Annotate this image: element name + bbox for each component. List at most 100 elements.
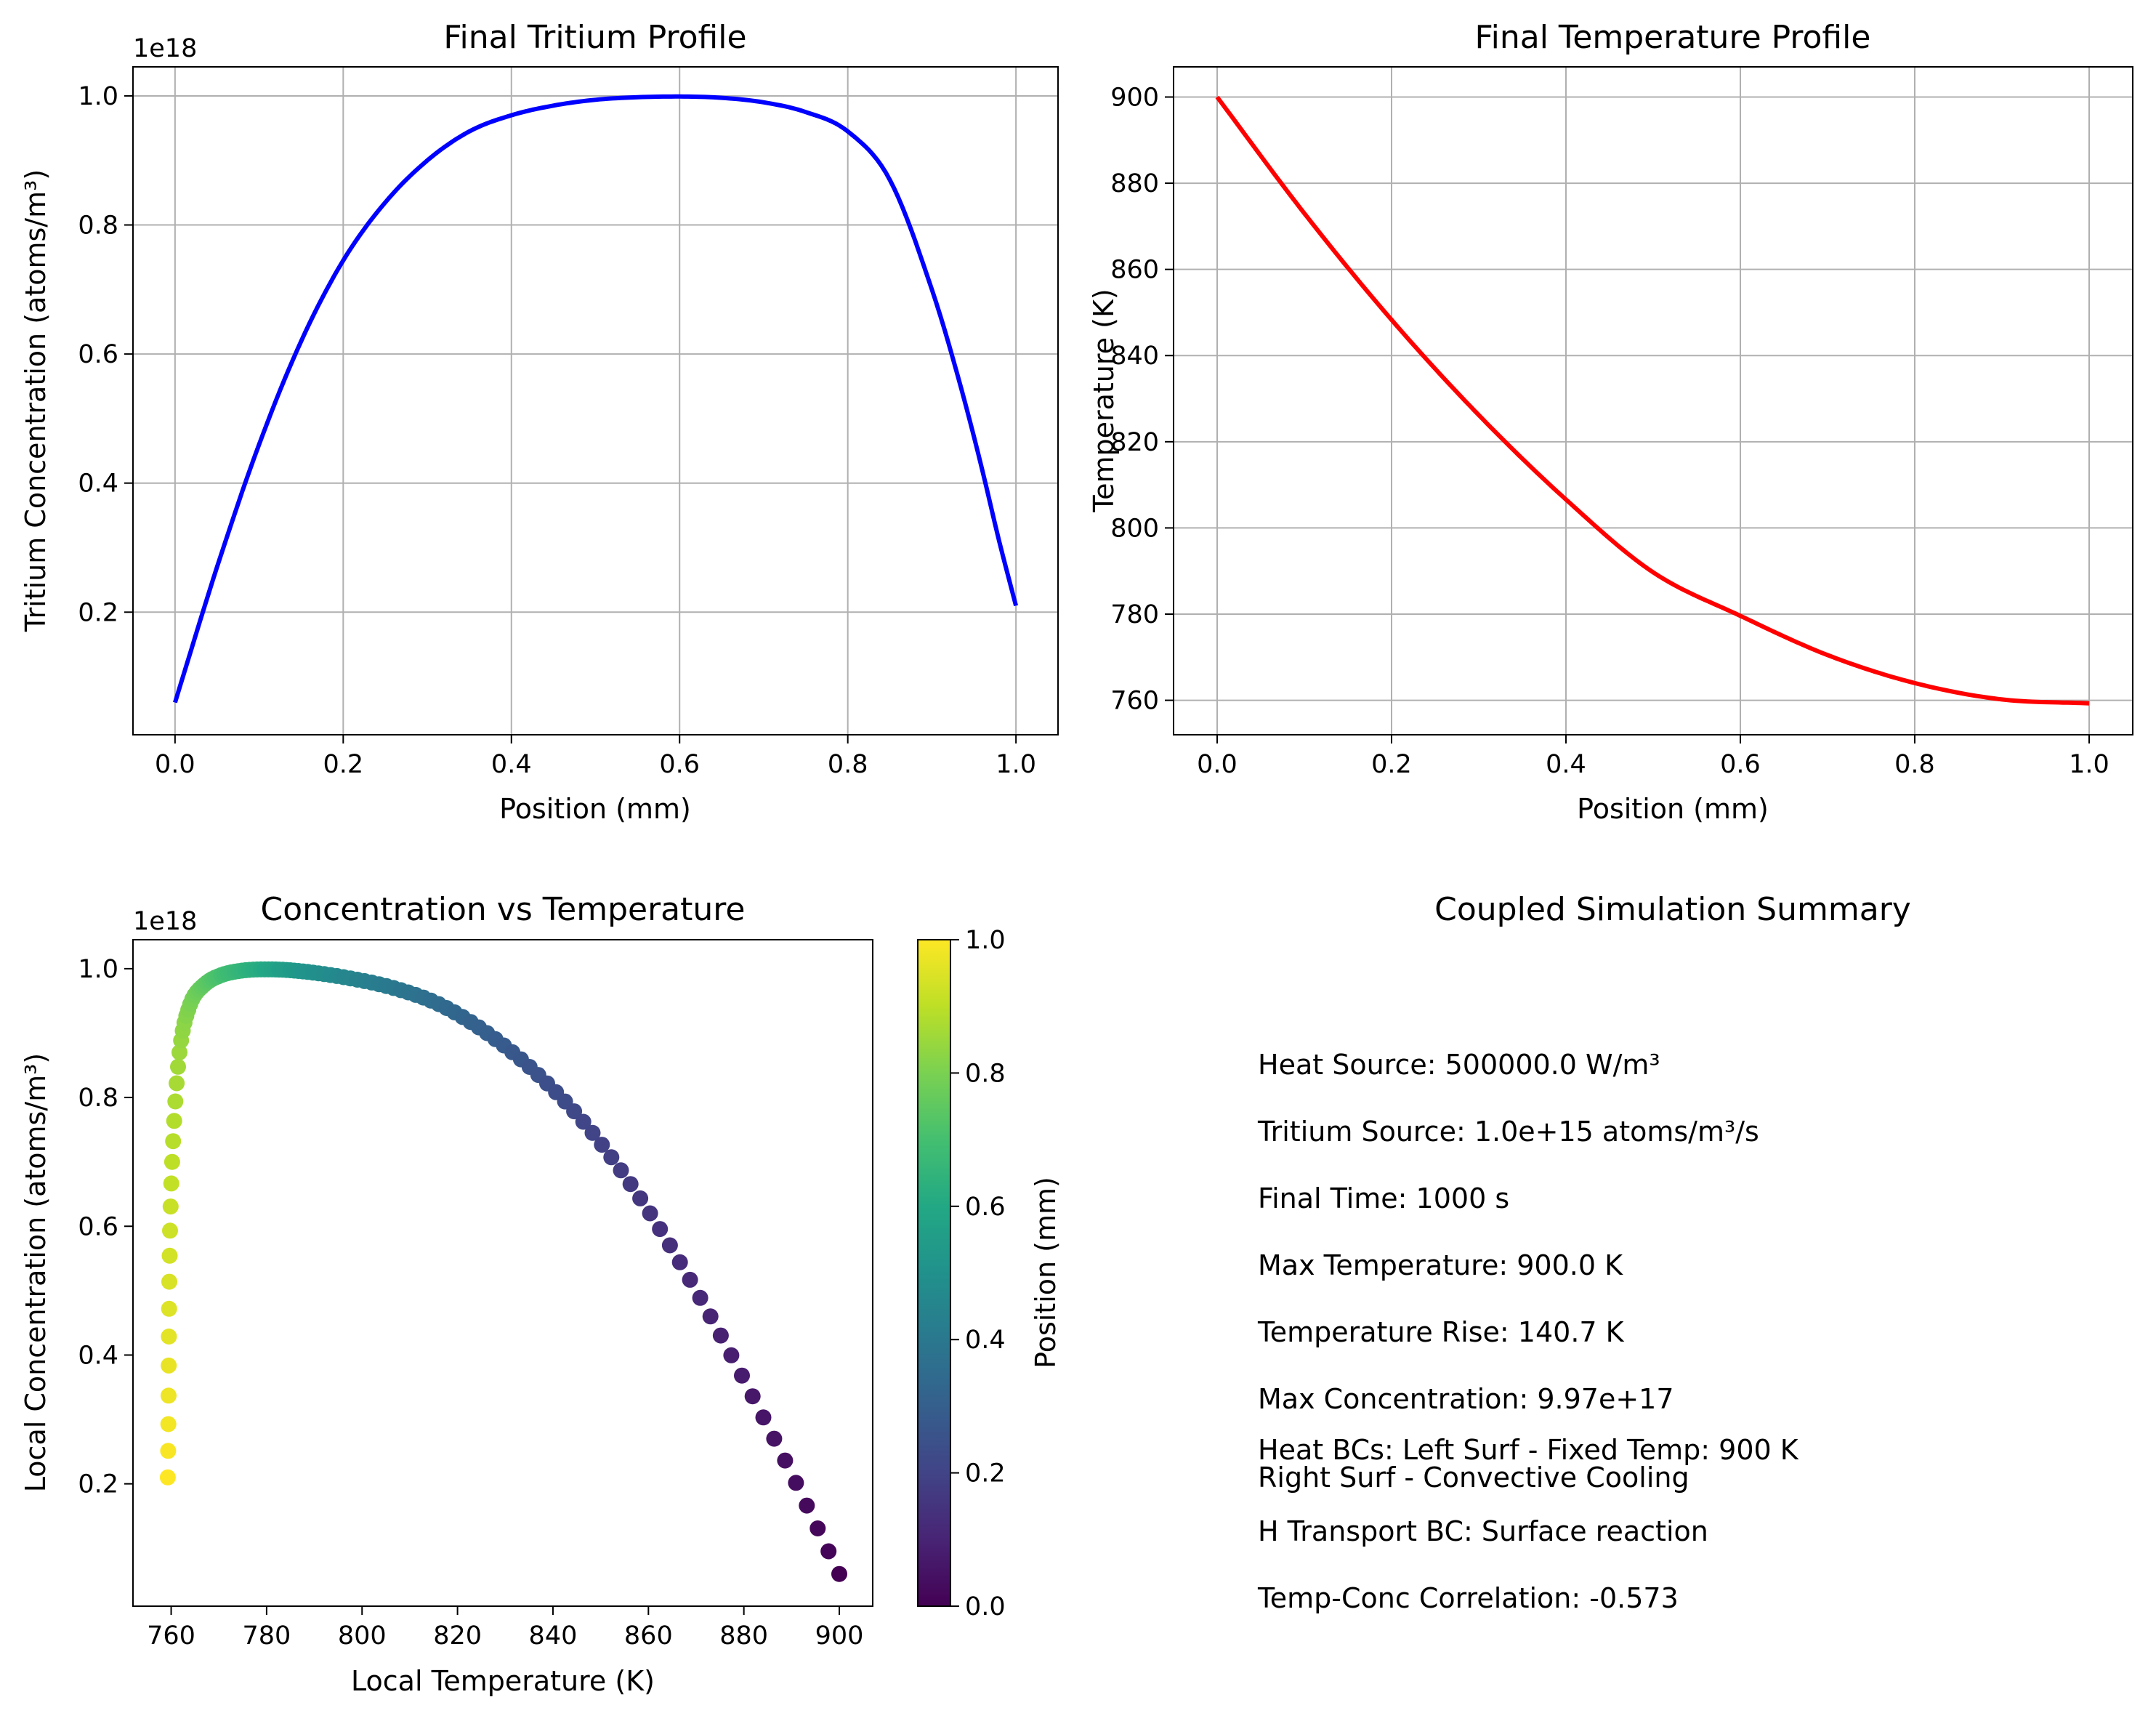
colorbar: 0.0 0.2 0.4 0.6 0.8 1.0 Position (mm): [917, 926, 1062, 1621]
scatter-point: [171, 1044, 187, 1060]
scatter-point: [799, 1497, 815, 1514]
y-tick-label: 0.4: [78, 1341, 118, 1370]
tritium-profile-chart: 0.0 0.2 0.4 0.6 0.8 1.0 0.2 0.4 0.6 0.8 1.0 Final …: [20, 19, 1059, 825]
y-tick-label: 1.0: [78, 955, 118, 984]
y-axis-label: Temperature (K): [1088, 289, 1120, 512]
chart-title: Final Tritium Profile: [443, 19, 746, 56]
y-tick-label: 0.4: [78, 469, 118, 499]
scatter-point: [169, 1075, 185, 1092]
axes-frame: [132, 66, 1059, 735]
summary-tritium-source: Tritium Source: 1.0e+15 atoms/m³/s: [1257, 1116, 1759, 1148]
scatter-point: [820, 1543, 837, 1560]
chart-title: Concentration vs Temperature: [261, 891, 746, 928]
offset-label: 1e18: [133, 907, 197, 936]
scatter-point: [170, 1058, 186, 1075]
scatter-point: [162, 1222, 178, 1239]
y-tick-label: 860: [1110, 256, 1159, 285]
temperature-profile-chart: 0.0 0.2 0.4 0.6 0.8 1.0 760 780 800 820 840 860 880 9…: [1088, 19, 2133, 825]
y-tick-label: 0.8: [78, 211, 118, 241]
scatter-point: [159, 1469, 176, 1486]
x-tick-label: 0.0: [1197, 750, 1238, 779]
tritium-series-line: [173, 94, 1019, 704]
y-tick-label: 0.8: [78, 1084, 118, 1113]
summary-max-temperature: Max Temperature: 900.0 K: [1258, 1249, 1623, 1281]
scatter-point: [744, 1388, 761, 1405]
scatter-point: [642, 1205, 658, 1222]
summary-max-concentration: Max Concentration: 9.97e+17: [1258, 1383, 1674, 1415]
scatter-point: [712, 1327, 729, 1344]
scatter-point: [163, 1153, 180, 1170]
scatter-point: [167, 1093, 184, 1110]
y-tick-label: 0.2: [78, 1470, 118, 1499]
y-tick-label: 880: [1110, 169, 1159, 198]
x-tick-label: 900: [815, 1621, 864, 1651]
x-tick-label: 0.2: [323, 750, 363, 779]
scatter-point: [671, 1254, 688, 1270]
scatter-point: [766, 1430, 783, 1447]
scatter-point: [777, 1452, 794, 1469]
tick-labels: 0.0 0.2 0.4 0.6 0.8 1.0 760 780 800 820 840 860 880 9…: [1110, 84, 2109, 779]
temperature-series-line: [1215, 95, 2090, 706]
summary-panel: Coupled Simulation Summary Heat Source: …: [1257, 891, 1911, 1614]
x-tick-label: 0.4: [1546, 750, 1586, 779]
x-tick-label: 1.0: [996, 750, 1036, 779]
colorbar-tick-label: 1.0: [965, 926, 1006, 955]
x-tick-label: 0.6: [659, 750, 700, 779]
summary-correlation: Temp-Conc Correlation: -0.573: [1257, 1582, 1679, 1614]
scatter-point: [575, 1113, 592, 1130]
x-tick-label: 780: [242, 1621, 291, 1651]
scatter-point: [755, 1409, 772, 1426]
scatter-point: [632, 1190, 649, 1206]
y-tick-label: 820: [1110, 428, 1159, 457]
scatter-point: [161, 1357, 177, 1374]
chart-title: Final Temperature Profile: [1475, 19, 1871, 56]
scatter-point: [161, 1247, 178, 1264]
grid: [1174, 67, 2133, 735]
grid: [133, 67, 1058, 735]
scatter-point: [160, 1443, 177, 1459]
y-tick-label: 0.2: [78, 598, 118, 627]
colorbar-gradient: [917, 939, 951, 1607]
scatter-point: [165, 1133, 182, 1150]
scatter-point: [166, 1113, 182, 1129]
x-tick-label: 860: [624, 1621, 673, 1651]
scatter-point: [566, 1103, 583, 1120]
scatter-point: [702, 1308, 719, 1325]
scatter-point: [831, 1565, 847, 1582]
axes-frame: [1173, 66, 2133, 735]
x-tick-label: 0.4: [491, 750, 532, 779]
scatter-point: [788, 1475, 804, 1491]
scatter-point: [161, 1273, 177, 1290]
summary-temperature-rise: Temperature Rise: 140.7 K: [1257, 1316, 1625, 1348]
x-tick-label: 800: [338, 1621, 387, 1651]
y-tick-label: 840: [1110, 342, 1159, 371]
x-axis-label: Position (mm): [1577, 793, 1769, 825]
summary-heat-bcs: Heat BCs: Left Surf - Fixed Temp: 900 K: [1258, 1434, 1799, 1466]
scatter-point: [723, 1347, 740, 1363]
summary-heat-bcs-right: Right Surf - Convective Cooling: [1258, 1462, 1689, 1494]
scatter-point: [661, 1237, 678, 1254]
tick-labels: 760 780 800 820 840 860 880 900 0.2 0.4 0.6 0.8 1.0: [78, 955, 863, 1651]
scatter-point: [682, 1271, 698, 1288]
plot-area: [1215, 95, 2090, 706]
x-tick-label: 840: [529, 1621, 578, 1651]
scatter-point: [603, 1149, 620, 1166]
plot-area: [159, 961, 847, 1582]
scatter-point: [809, 1520, 826, 1536]
y-tick-label: 760: [1110, 687, 1159, 716]
scatter-point: [161, 1387, 177, 1404]
y-tick-label: 0.6: [78, 340, 118, 369]
y-tick-label: 1.0: [78, 82, 118, 111]
scatter-point: [161, 1329, 177, 1345]
colorbar-tick-label: 0.6: [965, 1193, 1006, 1222]
y-axis-label: Tritium Concentration (atoms/m³): [20, 169, 52, 632]
scatter-point: [652, 1221, 669, 1238]
concentration-vs-temperature-chart: 760 780 800 820 840 860 880 9000.20.40.60.81.0 …: [20, 891, 1062, 1697]
y-axis-label: Local Concentration (atoms/m³): [20, 1053, 52, 1492]
scatter-point: [161, 1300, 177, 1317]
colorbar-label: Position (mm): [1030, 1177, 1062, 1369]
y-tick-label: 800: [1110, 514, 1159, 543]
summary-title: Coupled Simulation Summary: [1434, 891, 1911, 928]
x-axis-label: Position (mm): [499, 793, 691, 825]
x-tick-label: 0.6: [1720, 750, 1761, 779]
